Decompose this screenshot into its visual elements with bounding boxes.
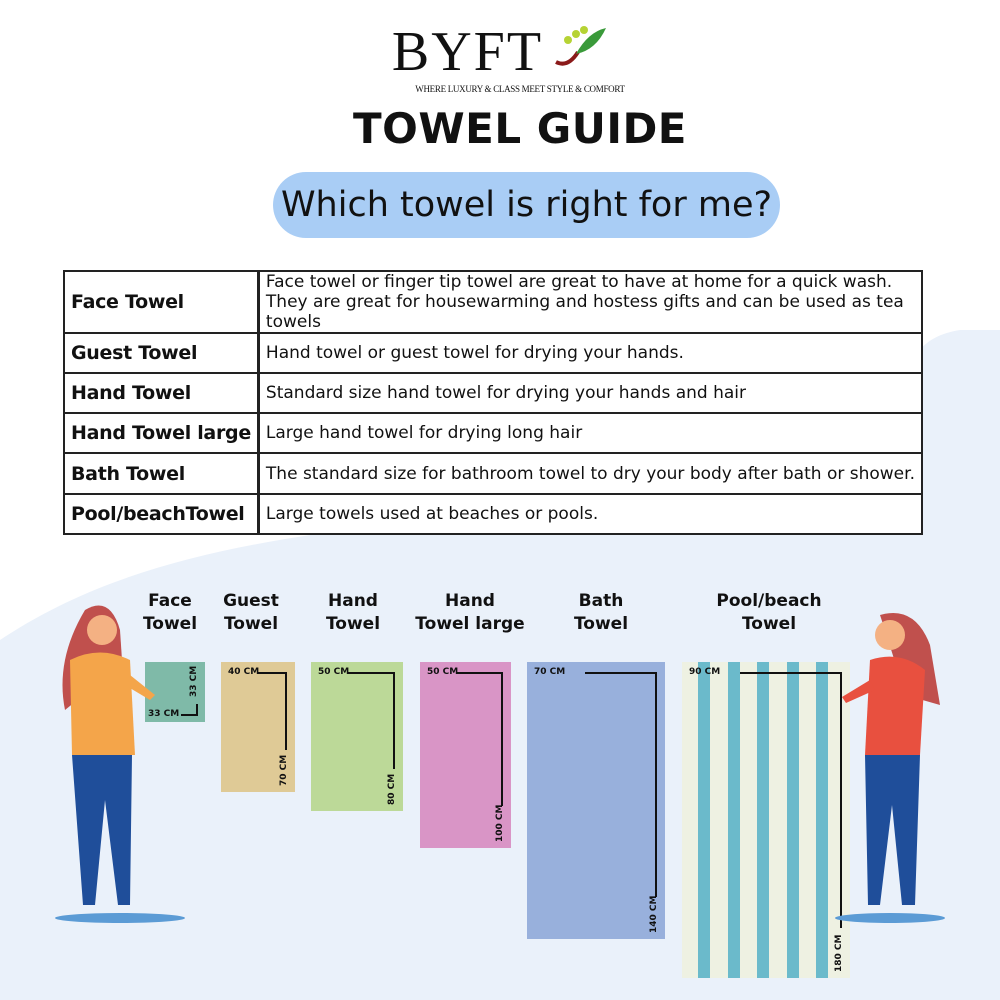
height-dimension: 180 CM [834,934,844,972]
towel-name: Pool/beachTowel [62,493,260,535]
height-dimension: 100 CM [495,804,505,842]
towel-label-line: Towel large [415,614,525,634]
width-dimension: 50 CM [427,667,459,677]
table-row: Hand Towel large Large hand towel for dry… [62,412,923,454]
towel-label-line: Towel [142,614,198,634]
towel-label-line: Bath [578,591,624,611]
woman-left-illustration [55,605,185,923]
towel-desc: Large hand towel for drying long hair [257,412,923,454]
towel-label: Hand Towel large [400,590,540,636]
towel-label-line: Face [148,591,192,611]
dimension-line [456,672,503,674]
height-dimension: 140 CM [649,895,659,933]
dimension-line [501,672,503,806]
towel-label: Bath Towel [531,590,671,636]
towel-desc: Face towel or finger tip towel are great… [257,270,923,334]
width-dimension: 33 CM [148,709,180,719]
dimension-line [840,672,842,928]
height-dimension: 80 CM [387,773,397,805]
dimension-line [655,672,657,897]
page-title: TOWEL GUIDE [352,104,687,153]
towel-stripe [698,662,710,978]
towel-label: Face Towel [100,590,240,636]
towel-name: Hand Towel large [62,412,260,454]
logo: BYFT [0,22,1000,82]
towel-stripe [727,662,740,978]
towel-desc: Large towels used at beaches or pools. [257,493,923,535]
dimension-line [347,672,395,674]
width-dimension: 50 CM [318,667,350,677]
towel-shape [221,662,295,792]
towel-name: Guest Towel [62,332,260,374]
towel-stripe [816,662,828,978]
width-dimension: 90 CM [689,667,721,677]
towel-name: Face Towel [62,270,260,334]
towel-label: Guest Towel [181,590,321,636]
towel-label: Pool/beach Towel [699,590,839,636]
towel-label-line: Hand [328,591,378,611]
dimension-line [181,714,197,716]
dimension-line [196,704,198,716]
towel-shape [311,662,403,811]
towel-desc: Standard size hand towel for drying your… [257,372,923,414]
tagline: WHERE LUXURY & CLASS MEET STYLE & COMFOR… [415,84,625,94]
height-dimension: 70 CM [279,754,289,786]
table-row: Guest Towel Hand towel or guest towel for… [62,332,923,374]
towel-label-line: Towel [325,614,381,634]
dimension-line [740,672,842,674]
dimension-line [393,672,395,769]
towel-label-line: Towel [573,614,629,634]
width-dimension: 70 CM [534,667,566,677]
towel-shape [682,662,850,978]
towel-desc-line: They are great for housewarming and host… [265,292,904,332]
width-dimension: 40 CM [228,667,260,677]
towel-shape [527,662,665,939]
brand-name: BYFT [391,21,544,83]
towel-name: Hand Towel [62,372,260,414]
towel-label-line: Guest [223,591,279,611]
table-row: Face Towel Face towel or finger tip towel… [62,270,923,334]
table-row: Bath Towel The standard size for bathroom… [62,452,923,495]
towel-label-line: Hand [445,591,495,611]
towel-desc: Hand towel or guest towel for drying you… [257,332,923,374]
towel-label-line: Towel [741,614,797,634]
towel-label-line: Pool/beach [716,591,822,611]
towel-label-line: Towel [223,614,279,634]
towel-shape [420,662,511,848]
towel-desc-line: Face towel or finger tip towel are great… [265,272,893,292]
dimension-line [585,672,657,674]
table-row: Pool/beachTowel Large towels used at beac… [62,493,923,535]
towel-stripe [786,662,799,978]
dimension-line [257,672,287,674]
woman-right-illustration [835,613,945,923]
towel-name: Bath Towel [62,452,260,495]
towel-stripe [757,662,769,978]
towel-shape [145,662,205,722]
towel-desc: The standard size for bathroom towel to … [257,452,923,495]
towel-label: Hand Towel [283,590,423,636]
subtitle-banner: Which towel is right for me? [273,172,780,238]
table-row: Hand Towel Standard size hand towel for d… [62,372,923,414]
leaf-icon [555,26,607,66]
towel-table: Face Towel Face towel or finger tip towel… [62,270,923,535]
dimension-line [285,672,287,750]
